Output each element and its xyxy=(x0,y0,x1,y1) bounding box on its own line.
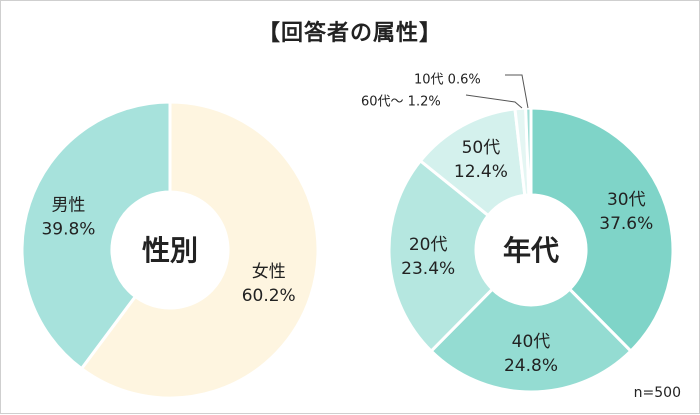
slice-value-1-0: 37.6% xyxy=(599,214,653,234)
callout-line-4 xyxy=(465,94,523,109)
slice-value-0-1: 39.8% xyxy=(41,219,95,239)
slice-label-1-3: 50代 xyxy=(462,138,501,158)
slice-label-1-2: 20代 xyxy=(409,235,448,255)
slice-x-0-0 xyxy=(79,100,320,400)
sample-size-note: n=500 xyxy=(633,385,681,401)
slice-label-0-0: 女性 xyxy=(252,262,286,282)
slice-label-1-0: 30代 xyxy=(607,190,646,210)
gender-donut: 女性 60.2% 男性 39.8% 性別 xyxy=(20,100,320,400)
slice-50-1-3 xyxy=(418,107,527,218)
callout-label-5: 10代 0.6% xyxy=(414,73,481,88)
slice-value-0-0: 60.2% xyxy=(242,286,296,306)
slice-20-1-2 xyxy=(387,158,495,354)
slice-10-1-5 xyxy=(524,106,533,197)
slice-30-1-0 xyxy=(529,106,675,354)
chart-title: 【回答者の属性】 xyxy=(257,21,442,46)
slice-value-1-1: 24.8% xyxy=(504,356,558,376)
slice-40-1-1 xyxy=(429,287,633,394)
donut-center-label-0: 性別 xyxy=(142,234,198,267)
slice-value-1-3: 12.4% xyxy=(454,162,508,182)
slice-x-0-1 xyxy=(20,100,172,371)
slice-value-1-2: 23.4% xyxy=(401,259,455,279)
slice-label-1-1: 40代 xyxy=(512,332,551,352)
callout-line-5 xyxy=(505,74,529,109)
donut-center-label-1: 年代 xyxy=(503,234,559,267)
callout-label-4: 60代～ 1.2% xyxy=(361,95,441,110)
slice-label-0-1: 男性 xyxy=(51,195,85,215)
age-donut: 30代 37.6% 40代 24.8% 20代 23.4% 50代 12.4% 60代～ 1.2… xyxy=(361,73,675,394)
